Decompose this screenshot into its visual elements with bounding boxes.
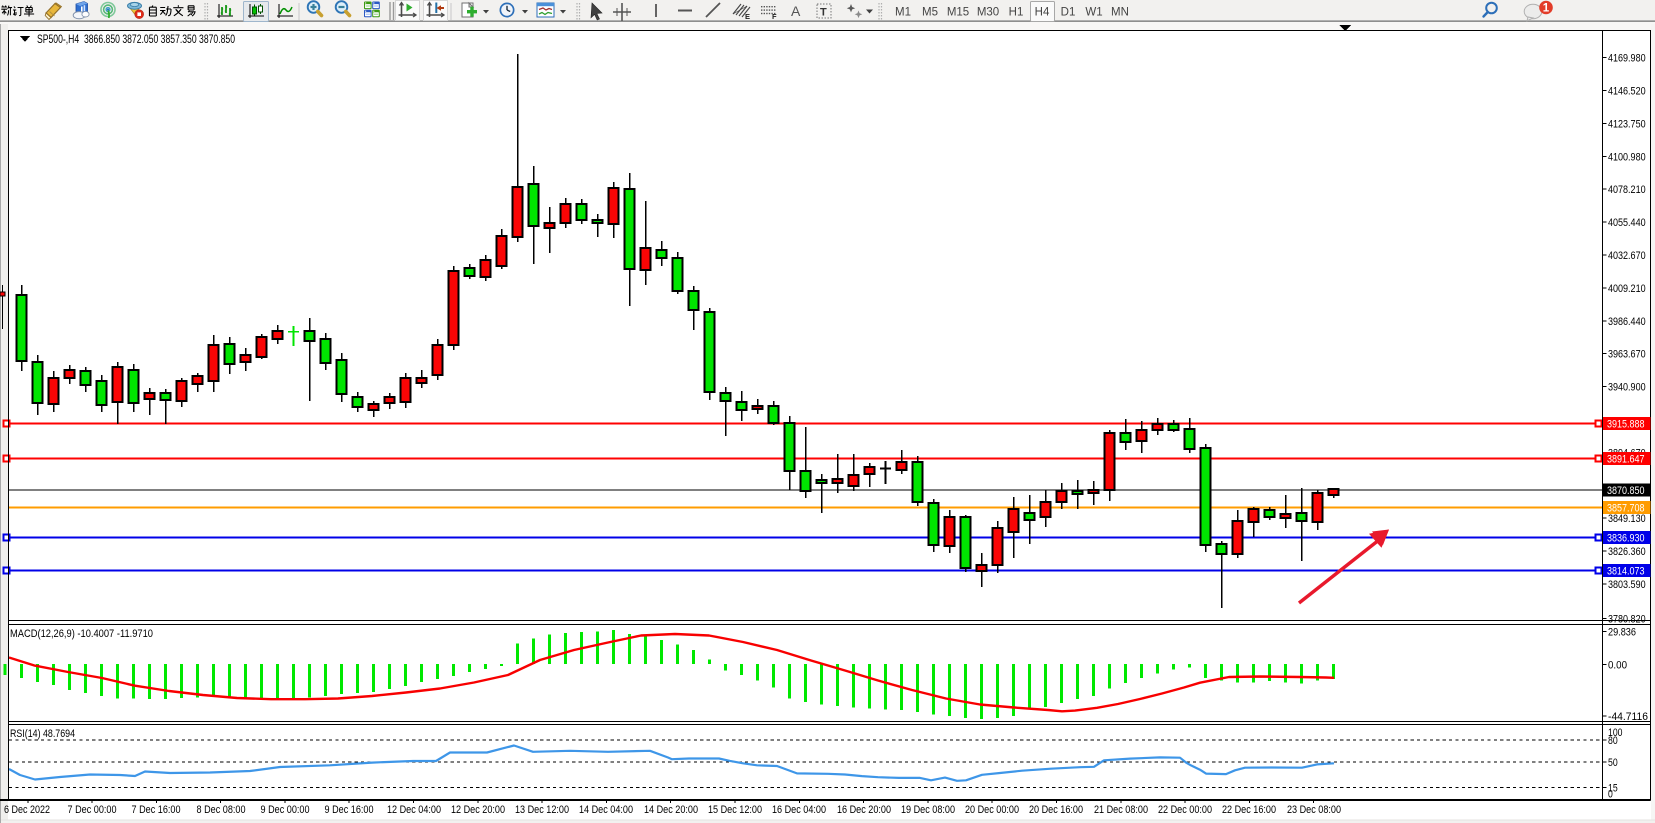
svg-text:-44.7116: -44.7116 — [1608, 711, 1648, 723]
svg-text:4146.520: 4146.520 — [1608, 86, 1646, 98]
svg-text:3857.708: 3857.708 — [1607, 503, 1645, 515]
svg-text:4169.980: 4169.980 — [1608, 53, 1646, 65]
svg-text:9 Dec 00:00: 9 Dec 00:00 — [261, 804, 310, 816]
svg-text:3836.930: 3836.930 — [1607, 533, 1645, 545]
svg-text:3986.440: 3986.440 — [1608, 316, 1646, 328]
svg-text:4009.210: 4009.210 — [1608, 283, 1646, 295]
svg-text:14 Dec 04:00: 14 Dec 04:00 — [579, 804, 633, 816]
svg-text:16 Dec 04:00: 16 Dec 04:00 — [772, 804, 826, 816]
svg-text:F: F — [772, 12, 777, 21]
svg-text:22 Dec 00:00: 22 Dec 00:00 — [1158, 804, 1212, 816]
svg-text:3940.900: 3940.900 — [1608, 382, 1646, 394]
svg-text:4032.670: 4032.670 — [1608, 250, 1646, 262]
svg-text:23 Dec 08:00: 23 Dec 08:00 — [1287, 804, 1341, 816]
svg-text:4123.750: 4123.750 — [1608, 118, 1646, 130]
svg-text:100: 100 — [1608, 727, 1623, 739]
svg-text:1: 1 — [1543, 3, 1550, 15]
svg-text:22 Dec 16:00: 22 Dec 16:00 — [1222, 804, 1276, 816]
svg-text:M1: M1 — [895, 7, 911, 19]
svg-text:20 Dec 00:00: 20 Dec 00:00 — [965, 804, 1019, 816]
svg-text:3814.073: 3814.073 — [1607, 566, 1645, 578]
svg-text:80: 80 — [1608, 735, 1618, 747]
svg-text:8 Dec 08:00: 8 Dec 08:00 — [197, 804, 246, 816]
svg-text:12 Dec 20:00: 12 Dec 20:00 — [451, 804, 505, 816]
svg-text:3915.888: 3915.888 — [1607, 419, 1645, 431]
svg-text:E: E — [745, 12, 750, 21]
svg-text:21 Dec 08:00: 21 Dec 08:00 — [1094, 804, 1148, 816]
svg-text:3849.130: 3849.130 — [1608, 513, 1646, 525]
svg-text:4078.210: 4078.210 — [1608, 184, 1646, 196]
svg-text:29.836: 29.836 — [1608, 627, 1636, 639]
svg-text:M30: M30 — [977, 7, 999, 19]
svg-text:4100.980: 4100.980 — [1608, 151, 1646, 163]
svg-text:3826.360: 3826.360 — [1608, 546, 1646, 558]
svg-text:19 Dec 08:00: 19 Dec 08:00 — [901, 804, 955, 816]
svg-text:7 Dec 16:00: 7 Dec 16:00 — [132, 804, 181, 816]
svg-text:SP500-,H4 3866.850 3872.050 3: SP500-,H4 3866.850 3872.050 3857.350 387… — [37, 33, 235, 46]
svg-text:16 Dec 20:00: 16 Dec 20:00 — [837, 804, 891, 816]
svg-text:50: 50 — [1608, 757, 1618, 769]
svg-text:3891.647: 3891.647 — [1607, 454, 1645, 466]
svg-text:0.00: 0.00 — [1608, 660, 1627, 672]
svg-text:MN: MN — [1111, 7, 1129, 19]
svg-text:12 Dec 04:00: 12 Dec 04:00 — [387, 804, 441, 816]
svg-text:13 Dec 12:00: 13 Dec 12:00 — [515, 804, 569, 816]
svg-text:MACD(12,26,9) -10.4007 -11.971: MACD(12,26,9) -10.4007 -11.9710 — [10, 628, 153, 640]
svg-text:M5: M5 — [922, 7, 938, 19]
svg-text:3803.590: 3803.590 — [1608, 579, 1646, 591]
svg-text:9 Dec 16:00: 9 Dec 16:00 — [325, 804, 374, 816]
svg-text:H4: H4 — [1035, 7, 1050, 19]
svg-text:W1: W1 — [1085, 7, 1102, 19]
svg-text:M15: M15 — [947, 7, 969, 19]
svg-text:3780.820: 3780.820 — [1608, 613, 1646, 625]
svg-text:15 Dec 12:00: 15 Dec 12:00 — [708, 804, 762, 816]
svg-text:6 Dec 2022: 6 Dec 2022 — [4, 804, 50, 816]
svg-text:T: T — [820, 7, 827, 19]
svg-text:4055.440: 4055.440 — [1608, 217, 1646, 229]
svg-text:20 Dec 16:00: 20 Dec 16:00 — [1029, 804, 1083, 816]
svg-text:14 Dec 20:00: 14 Dec 20:00 — [644, 804, 698, 816]
svg-text:3870.850: 3870.850 — [1607, 485, 1645, 497]
svg-text:D1: D1 — [1061, 7, 1076, 19]
svg-text:7 Dec 00:00: 7 Dec 00:00 — [68, 804, 117, 816]
svg-text:3963.670: 3963.670 — [1608, 349, 1646, 361]
svg-text:H1: H1 — [1009, 7, 1024, 19]
svg-text:15: 15 — [1608, 783, 1618, 795]
svg-text:0: 0 — [1608, 789, 1613, 801]
svg-text:RSI(14) 48.7694: RSI(14) 48.7694 — [10, 728, 75, 740]
svg-text:A: A — [791, 3, 801, 19]
